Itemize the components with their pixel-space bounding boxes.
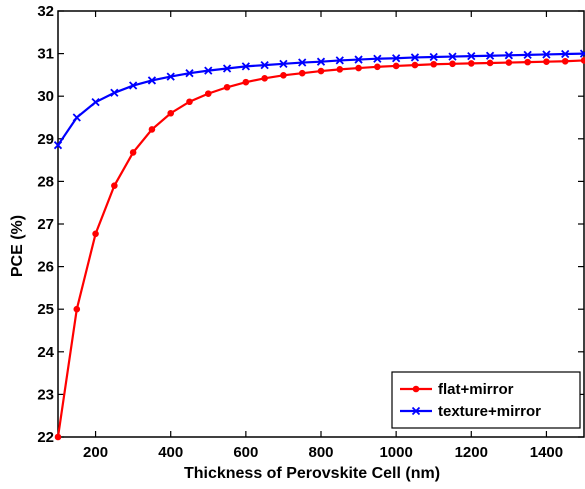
- data-point: [354, 55, 363, 64]
- data-point: [411, 61, 419, 69]
- data-point: [129, 149, 137, 156]
- data-point: [91, 98, 100, 107]
- data-point: [92, 230, 99, 238]
- plot-area: 200 400 600 800 1000 1200 1400 222324252627282…: [37, 3, 585, 461]
- legend-label: texture+mirror: [438, 403, 541, 420]
- data-point: [166, 72, 175, 81]
- data-point: [317, 67, 325, 75]
- legend-marker: [412, 385, 420, 393]
- legend-marker: [411, 406, 421, 416]
- data-point: [561, 49, 570, 59]
- data-point: [505, 59, 513, 66]
- x-tick-label: 1000: [379, 444, 412, 461]
- data-point: [129, 81, 138, 90]
- data-point: [542, 50, 551, 59]
- data-point: [336, 66, 344, 73]
- x-axis-ticks: 200 400 600 800 1000 1200 1400: [83, 11, 563, 461]
- series-texture-mirror: [53, 49, 585, 150]
- data-point: [261, 75, 268, 82]
- data-point: [374, 63, 381, 71]
- data-point: [242, 78, 250, 86]
- data-point: [280, 72, 287, 79]
- data-point: [448, 52, 457, 61]
- y-axis-ticks: 22 23 24 25 26 27 28 29 30 31 32: [37, 3, 584, 446]
- data-point: [355, 64, 362, 72]
- legend-item: flat+mirror: [400, 381, 514, 398]
- y-axis-label: PCE (%): [9, 215, 26, 277]
- data-point: [223, 83, 231, 91]
- legend-label: flat+mirror: [438, 381, 514, 398]
- data-point: [543, 58, 550, 65]
- data-point: [486, 59, 494, 67]
- y-tick-label: 26: [37, 259, 54, 276]
- data-point: [449, 60, 456, 68]
- data-point: [467, 52, 476, 61]
- y-tick-label: 23: [37, 386, 54, 403]
- legend: flat+mirror texture+mirror: [391, 371, 581, 429]
- data-point: [186, 98, 193, 106]
- data-point: [335, 56, 344, 65]
- data-point: [147, 76, 157, 85]
- data-point: [429, 52, 438, 62]
- data-point: [298, 58, 307, 67]
- data-point: [222, 64, 232, 73]
- data-point: [504, 51, 513, 60]
- data-point: [373, 54, 382, 63]
- data-point: [73, 305, 81, 313]
- data-point: [579, 49, 585, 58]
- x-tick-label: 800: [308, 444, 333, 461]
- y-tick-label: 24: [37, 344, 54, 361]
- data-point: [185, 69, 194, 78]
- data-point: [523, 50, 532, 60]
- data-point: [167, 109, 175, 117]
- data-point: [298, 69, 306, 77]
- x-tick-label: 400: [158, 444, 183, 461]
- data-point: [410, 53, 420, 62]
- y-tick-label: 28: [37, 173, 54, 190]
- data-point: [561, 57, 569, 65]
- series-line: [57, 52, 585, 146]
- x-axis-label: Thickness of Perovskite Cell (nm): [184, 465, 440, 482]
- x-tick-label: 1200: [455, 444, 488, 461]
- x-tick-label: 600: [233, 444, 258, 461]
- y-tick-label: 27: [37, 216, 54, 233]
- y-tick-label: 31: [37, 46, 54, 63]
- data-point: [54, 433, 62, 441]
- y-tick-label: 32: [37, 3, 54, 20]
- data-point: [111, 182, 118, 189]
- data-point: [467, 60, 475, 67]
- y-tick-label: 25: [37, 301, 54, 318]
- data-point: [204, 66, 213, 75]
- data-point: [485, 51, 495, 60]
- data-point: [430, 60, 438, 68]
- y-tick-label: 30: [37, 88, 54, 105]
- data-point: [204, 90, 212, 97]
- data-point: [580, 57, 585, 64]
- y-tick-label: 22: [37, 429, 54, 446]
- legend-box: [391, 371, 581, 429]
- data-point: [53, 141, 63, 150]
- data-point: [316, 57, 326, 66]
- data-point: [241, 62, 250, 71]
- y-tick-label: 29: [37, 131, 54, 148]
- data-point: [260, 60, 269, 70]
- data-point: [72, 113, 81, 122]
- data-point: [148, 126, 156, 133]
- data-point: [279, 59, 288, 68]
- series-flat-mirror: [54, 57, 585, 441]
- data-point: [392, 62, 400, 70]
- series-layer: [53, 49, 585, 441]
- x-tick-label: 200: [83, 444, 108, 461]
- data-point: [524, 58, 531, 66]
- data-point: [392, 54, 401, 63]
- legend-item: texture+mirror: [400, 403, 541, 420]
- data-point: [110, 88, 119, 97]
- x-tick-label: 1400: [530, 444, 563, 461]
